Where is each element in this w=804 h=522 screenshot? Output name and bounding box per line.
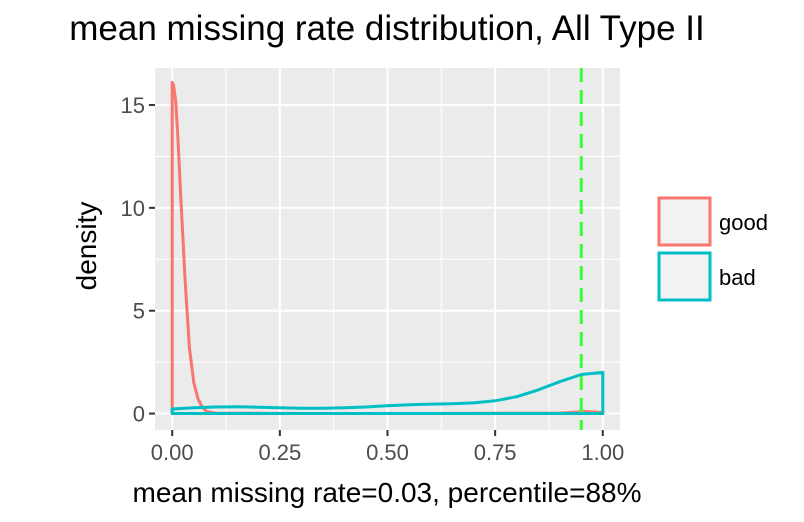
x-tick-label: 0.50 [366,440,409,465]
chart-title: mean missing rate distribution, All Type… [69,9,705,48]
axes: 0.00 0.25 0.50 0.75 1.00 0 5 10 15 [121,93,625,465]
legend-key-bad [657,251,712,302]
y-tick-label: 0 [133,402,145,427]
x-tick-label: 0.00 [151,440,194,465]
legend: good bad [657,196,768,302]
y-tick-label: 10 [121,196,145,221]
y-tick-label: 5 [133,299,145,324]
density-curve-bad [170,370,605,415]
x-axis-title: mean missing rate=0.03, percentile=88% [133,477,642,508]
x-tick-label: 0.75 [474,440,517,465]
legend-label-bad: bad [719,265,756,290]
x-tick-label: 0.25 [258,440,301,465]
legend-label-good: good [719,210,768,235]
x-tick-label: 1.00 [581,440,624,465]
legend-key-good [657,196,712,247]
y-tick-label: 15 [121,93,145,118]
y-axis-title: density [71,202,102,291]
